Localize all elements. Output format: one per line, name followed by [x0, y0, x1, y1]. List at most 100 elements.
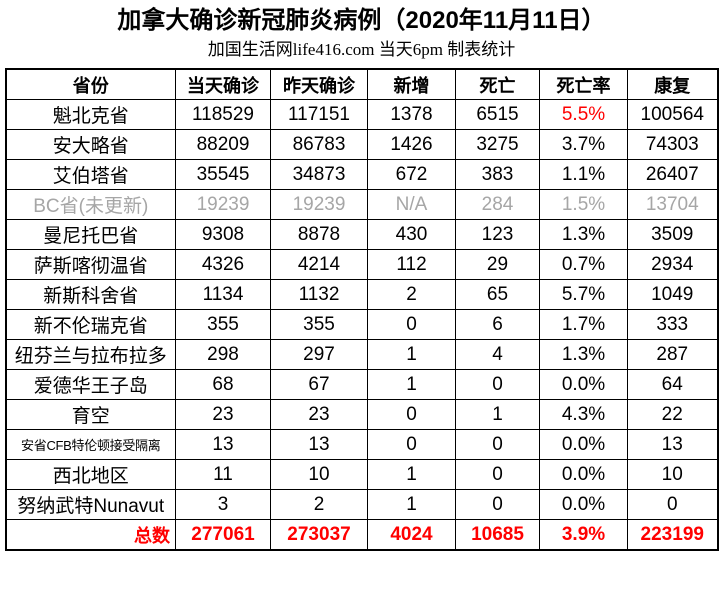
- yesterday-cell: 1132: [270, 279, 368, 310]
- yesterday-cell: 67: [270, 369, 368, 400]
- deaths-cell: 6515: [455, 99, 540, 130]
- yesterday-cell: 34873: [270, 159, 368, 190]
- header-cell-5: 死亡率: [539, 68, 628, 100]
- deaths-cell: 3275: [455, 129, 540, 160]
- province-cell: 曼尼托巴省: [5, 219, 176, 250]
- table-row: 育空 23 23 0 1 4.3% 22: [5, 399, 718, 430]
- deaths-cell: 65: [455, 279, 540, 310]
- yesterday-cell: 297: [270, 339, 368, 370]
- yesterday-cell: 8878: [270, 219, 368, 250]
- today-cell: 88209: [175, 129, 271, 160]
- death-rate-cell: 5.5%: [539, 99, 628, 130]
- death-rate-cell: 1.5%: [539, 189, 628, 220]
- new-cases-cell: 672: [367, 159, 456, 190]
- province-cell: 纽芬兰与拉布拉多: [5, 339, 176, 370]
- header-cell-6: 康复: [627, 68, 718, 100]
- death-rate-cell: 1.1%: [539, 159, 628, 190]
- death-rate-cell: 1.3%: [539, 339, 628, 370]
- header-cell-3: 新增: [367, 68, 456, 100]
- header-cell-2: 昨天确诊: [270, 68, 368, 100]
- today-cell: 11: [175, 459, 271, 490]
- province-cell: 爱德华王子岛: [5, 369, 176, 400]
- death-rate-cell: 3.7%: [539, 129, 628, 160]
- today-cell: 4326: [175, 249, 271, 280]
- deaths-cell: 383: [455, 159, 540, 190]
- table-row: 安大略省 88209 86783 1426 3275 3.7% 74303: [5, 129, 718, 160]
- new-cases-cell: 1378: [367, 99, 456, 130]
- new-cases-cell: 0: [367, 399, 456, 430]
- death-rate-cell: 1.3%: [539, 219, 628, 250]
- table-row: 新不伦瑞克省 355 355 0 6 1.7% 333: [5, 309, 718, 340]
- deaths-cell: 29: [455, 249, 540, 280]
- totals-row: 总数 277061 273037 4024 10685 3.9% 223199: [5, 519, 718, 551]
- recovered-cell: 13: [627, 429, 718, 460]
- province-cell: 努纳武特Nunavut: [5, 489, 176, 520]
- province-cell: 总数: [5, 519, 176, 551]
- deaths-cell: 4: [455, 339, 540, 370]
- header-cell-1: 当天确诊: [175, 68, 271, 100]
- today-cell: 355: [175, 309, 271, 340]
- recovered-cell: 22: [627, 399, 718, 430]
- today-cell: 9308: [175, 219, 271, 250]
- yesterday-cell: 13: [270, 429, 368, 460]
- header-cell-0: 省份: [5, 68, 176, 100]
- new-cases-cell: 1426: [367, 129, 456, 160]
- yesterday-cell: 4214: [270, 249, 368, 280]
- death-rate-cell: 3.9%: [539, 519, 628, 551]
- table-row: 安省CFB特伦顿接受隔离 13 13 0 0 0.0% 13: [5, 429, 718, 460]
- new-cases-cell: 0: [367, 309, 456, 340]
- death-rate-cell: 4.3%: [539, 399, 628, 430]
- today-cell: 35545: [175, 159, 271, 190]
- today-cell: 23: [175, 399, 271, 430]
- table-row: 曼尼托巴省 9308 8878 430 123 1.3% 3509: [5, 219, 718, 250]
- table-row: 纽芬兰与拉布拉多 298 297 1 4 1.3% 287: [5, 339, 718, 370]
- recovered-cell: 10: [627, 459, 718, 490]
- yesterday-cell: 19239: [270, 189, 368, 220]
- death-rate-cell: 1.7%: [539, 309, 628, 340]
- today-cell: 277061: [175, 519, 271, 551]
- table-row: 爱德华王子岛 68 67 1 0 0.0% 64: [5, 369, 718, 400]
- new-cases-cell: 430: [367, 219, 456, 250]
- recovered-cell: 223199: [627, 519, 718, 551]
- table-row: 努纳武特Nunavut 3 2 1 0 0.0% 0: [5, 489, 718, 520]
- deaths-cell: 123: [455, 219, 540, 250]
- today-cell: 1134: [175, 279, 271, 310]
- recovered-cell: 0: [627, 489, 718, 520]
- page: 加拿大确诊新冠肺炎病例（2020年11月11日） 加国生活网life416.co…: [0, 4, 723, 551]
- yesterday-cell: 23: [270, 399, 368, 430]
- province-cell: 萨斯喀彻温省: [5, 249, 176, 280]
- deaths-cell: 0: [455, 459, 540, 490]
- yesterday-cell: 10: [270, 459, 368, 490]
- table-header-row: 省份 当天确诊 昨天确诊 新增 死亡 死亡率 康复: [5, 68, 718, 100]
- table-row: 萨斯喀彻温省 4326 4214 112 29 0.7% 2934: [5, 249, 718, 280]
- header-cell-4: 死亡: [455, 68, 540, 100]
- deaths-cell: 0: [455, 489, 540, 520]
- recovered-cell: 26407: [627, 159, 718, 190]
- yesterday-cell: 355: [270, 309, 368, 340]
- new-cases-cell: 1: [367, 339, 456, 370]
- new-cases-cell: 112: [367, 249, 456, 280]
- yesterday-cell: 273037: [270, 519, 368, 551]
- recovered-cell: 3509: [627, 219, 718, 250]
- today-cell: 298: [175, 339, 271, 370]
- new-cases-cell: 1: [367, 489, 456, 520]
- death-rate-cell: 0.7%: [539, 249, 628, 280]
- yesterday-cell: 2: [270, 489, 368, 520]
- today-cell: 13: [175, 429, 271, 460]
- death-rate-cell: 5.7%: [539, 279, 628, 310]
- recovered-cell: 13704: [627, 189, 718, 220]
- recovered-cell: 287: [627, 339, 718, 370]
- recovered-cell: 333: [627, 309, 718, 340]
- deaths-cell: 284: [455, 189, 540, 220]
- province-cell: 育空: [5, 399, 176, 430]
- province-cell: 新不伦瑞克省: [5, 309, 176, 340]
- death-rate-cell: 0.0%: [539, 369, 628, 400]
- table-body: 魁北克省 118529 117151 1378 6515 5.5% 100564 安大略省 88…: [5, 99, 718, 551]
- new-cases-cell: 1: [367, 369, 456, 400]
- deaths-cell: 6: [455, 309, 540, 340]
- deaths-cell: 0: [455, 369, 540, 400]
- death-rate-cell: 0.0%: [539, 429, 628, 460]
- new-cases-cell: 4024: [367, 519, 456, 551]
- recovered-cell: 100564: [627, 99, 718, 130]
- deaths-cell: 1: [455, 399, 540, 430]
